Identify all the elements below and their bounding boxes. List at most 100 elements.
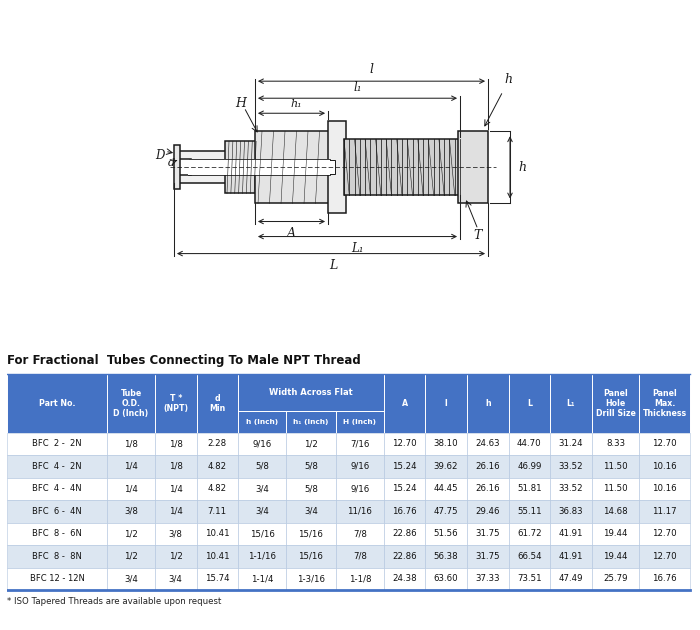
Text: Panel
Hole
Drill Size: Panel Hole Drill Size (596, 389, 636, 418)
Bar (197, 374, 238, 433)
Bar (426, 523, 467, 545)
Text: 66.54: 66.54 (517, 552, 542, 561)
Bar (328, 121, 346, 214)
Text: For Fractional  Tubes Connecting To Male NPT Thread: For Fractional Tubes Connecting To Male … (7, 354, 360, 367)
Bar (384, 478, 426, 500)
Text: h₁ (Inch): h₁ (Inch) (293, 419, 328, 425)
Bar (592, 433, 640, 455)
Text: l: l (370, 63, 374, 76)
Text: 7.11: 7.11 (208, 507, 227, 516)
Bar (107, 545, 155, 568)
Bar (467, 568, 508, 590)
Bar (107, 500, 155, 523)
Text: 16.76: 16.76 (652, 575, 677, 583)
Bar (155, 374, 197, 433)
Bar (336, 545, 384, 568)
Bar (197, 433, 238, 455)
Text: 9/16: 9/16 (350, 484, 370, 493)
Bar (384, 523, 426, 545)
Text: 33.52: 33.52 (559, 462, 583, 471)
Text: 12.70: 12.70 (652, 529, 677, 539)
Text: 26.16: 26.16 (475, 484, 500, 493)
Bar (155, 478, 197, 500)
Text: l₁: l₁ (354, 81, 362, 94)
Bar (426, 545, 467, 568)
Text: 24.63: 24.63 (475, 440, 500, 449)
Bar (107, 568, 155, 590)
Text: 1/4: 1/4 (124, 462, 138, 471)
Text: Width Across Flat: Width Across Flat (269, 388, 353, 398)
Text: 4.82: 4.82 (208, 462, 227, 471)
Text: 1/8: 1/8 (169, 440, 183, 449)
Text: 1/2: 1/2 (169, 552, 183, 561)
Text: d: d (167, 158, 174, 168)
Text: h (Inch): h (Inch) (246, 419, 278, 425)
Bar (508, 568, 550, 590)
Bar (155, 455, 197, 478)
Bar (197, 568, 238, 590)
Bar (592, 523, 640, 545)
Bar (177, 159, 191, 175)
Bar (155, 523, 197, 545)
Bar (592, 374, 640, 433)
Text: 33.52: 33.52 (559, 484, 583, 493)
Bar (286, 411, 336, 433)
Bar (592, 545, 640, 568)
Bar (7, 500, 107, 523)
Bar (467, 478, 508, 500)
Text: h: h (518, 161, 526, 174)
Text: 44.45: 44.45 (434, 484, 458, 493)
Bar (336, 433, 384, 455)
Text: 3/4: 3/4 (255, 507, 269, 516)
Text: 2.28: 2.28 (208, 440, 227, 449)
Bar (7, 478, 107, 500)
Text: 1/8: 1/8 (169, 462, 183, 471)
Text: BFC 12 - 12N: BFC 12 - 12N (29, 575, 85, 583)
Bar (550, 374, 592, 433)
Text: 25.79: 25.79 (603, 575, 628, 583)
Bar (508, 478, 550, 500)
Text: 1/2: 1/2 (124, 529, 138, 539)
Text: 8.33: 8.33 (606, 440, 625, 449)
Bar (238, 545, 286, 568)
Bar (107, 374, 155, 433)
Bar (174, 146, 180, 190)
Text: 15/16: 15/16 (250, 529, 274, 539)
Text: 3/4: 3/4 (304, 507, 318, 516)
Text: 22.86: 22.86 (392, 529, 416, 539)
Text: 31.24: 31.24 (559, 440, 583, 449)
Text: BFC  6 -  4N: BFC 6 - 4N (32, 507, 82, 516)
Text: 31.75: 31.75 (475, 552, 500, 561)
Text: 3/4: 3/4 (124, 575, 138, 583)
Text: L: L (527, 399, 532, 408)
Text: BFC  4 -  2N: BFC 4 - 2N (32, 462, 82, 471)
Text: 15.74: 15.74 (205, 575, 230, 583)
Bar (238, 568, 286, 590)
Bar (426, 478, 467, 500)
Text: BFC  8 -  8N: BFC 8 - 8N (32, 552, 82, 561)
Text: 1/2: 1/2 (304, 440, 318, 449)
Bar (238, 523, 286, 545)
Text: 3/4: 3/4 (255, 484, 269, 493)
Text: 10.41: 10.41 (205, 529, 230, 539)
Bar (155, 568, 197, 590)
Bar (508, 374, 550, 433)
Bar (238, 478, 286, 500)
Bar (286, 523, 336, 545)
Bar (225, 141, 260, 193)
Bar (7, 568, 107, 590)
Bar (238, 455, 286, 478)
Bar (7, 374, 107, 433)
Text: 11.17: 11.17 (652, 507, 677, 516)
Bar (7, 545, 107, 568)
Text: 15.24: 15.24 (392, 484, 416, 493)
Bar (107, 455, 155, 478)
Bar (7, 455, 107, 478)
Text: 44.70: 44.70 (517, 440, 542, 449)
Bar (155, 500, 197, 523)
Bar (640, 568, 690, 590)
Bar (255, 131, 330, 203)
Bar (7, 433, 107, 455)
Bar (155, 545, 197, 568)
Bar (286, 478, 336, 500)
